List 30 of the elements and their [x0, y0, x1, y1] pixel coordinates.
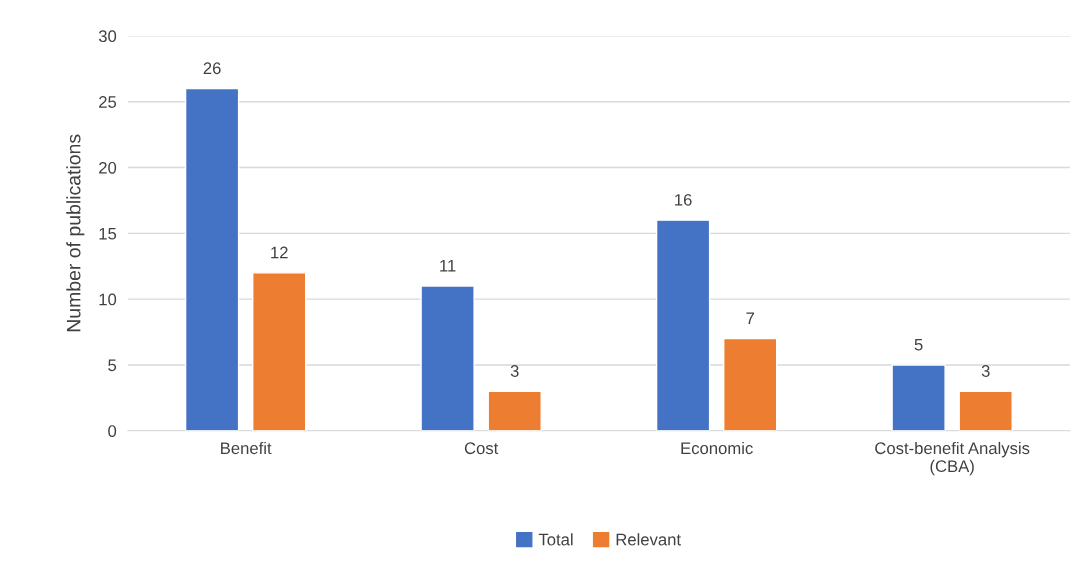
data-label: 3: [510, 365, 519, 377]
data-label: 12: [271, 246, 288, 259]
y-axis-title: Number of publications: [66, 134, 85, 332]
data-label: 26: [203, 62, 221, 75]
data-label: 16: [675, 193, 692, 206]
legend-label: Relevant: [616, 533, 681, 546]
bar: [184, 87, 240, 431]
x-tick-label: Benefit: [221, 441, 272, 455]
x-tick-label: Cost: [464, 442, 499, 455]
bar: [252, 272, 307, 431]
bar: [958, 390, 1013, 431]
data-label: 11: [440, 259, 456, 272]
bar: [723, 337, 778, 431]
y-tick-label: 30: [98, 30, 117, 43]
bar: [891, 364, 946, 431]
y-tick-label: 25: [99, 96, 117, 108]
bar: [655, 219, 711, 431]
y-tick-label: 15: [99, 227, 117, 240]
x-tick-label: Economic: [681, 441, 753, 455]
data-label: 5: [914, 338, 923, 351]
x-tick-label: Cost-benefit Analysis (CBA): [875, 441, 1030, 476]
data-label: 7: [746, 312, 755, 325]
bar: [487, 390, 542, 431]
y-tick-label: 20: [99, 161, 117, 174]
bar: [420, 285, 475, 431]
legend-label: Total: [538, 533, 573, 546]
data-label: 3: [981, 365, 990, 377]
y-tick-label: 5: [108, 359, 117, 372]
y-tick-label: 10: [99, 293, 117, 306]
y-tick-label: 0: [108, 425, 117, 437]
